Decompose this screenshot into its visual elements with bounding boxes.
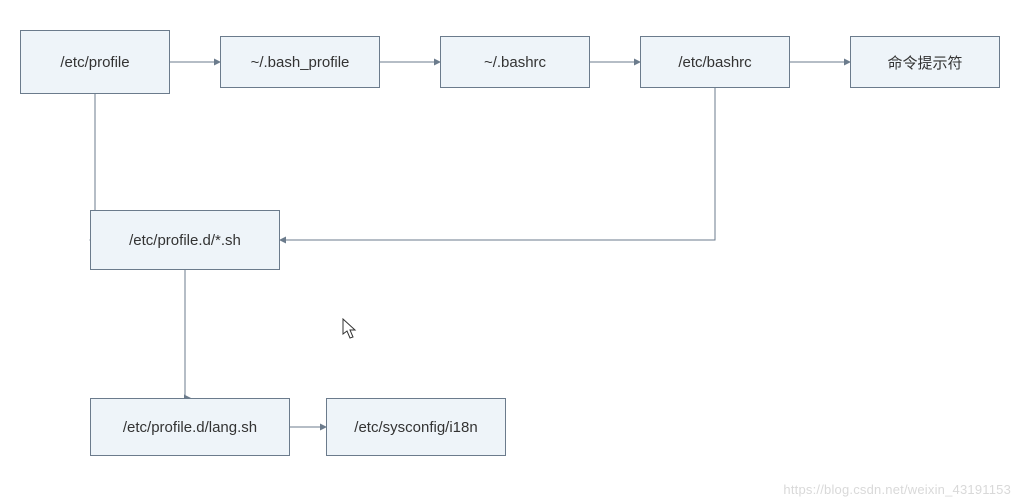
node-label: /etc/profile <box>60 54 129 71</box>
node-etc-bashrc: /etc/bashrc <box>640 36 790 88</box>
node-prompt: 命令提示符 <box>850 36 1000 88</box>
node-bash-profile: ~/.bash_profile <box>220 36 380 88</box>
node-label: ~/.bash_profile <box>251 54 350 71</box>
node-profile-d-sh: /etc/profile.d/*.sh <box>90 210 280 270</box>
edge-profile_d_sh-to-profile_d_lang <box>185 270 190 398</box>
node-sysconfig-i18n: /etc/sysconfig/i18n <box>326 398 506 456</box>
node-label: /etc/profile.d/*.sh <box>129 232 241 249</box>
node-label: /etc/sysconfig/i18n <box>354 419 477 436</box>
node-label: /etc/profile.d/lang.sh <box>123 419 257 436</box>
node-etc-profile: /etc/profile <box>20 30 170 94</box>
cursor-icon <box>342 318 358 340</box>
node-label: /etc/bashrc <box>678 54 751 71</box>
watermark: https://blog.csdn.net/weixin_43191153 <box>783 482 1011 497</box>
node-bashrc: ~/.bashrc <box>440 36 590 88</box>
node-label: ~/.bashrc <box>484 54 546 71</box>
edge-etc_bashrc-to-profile_d_sh <box>280 88 715 240</box>
node-profile-d-lang: /etc/profile.d/lang.sh <box>90 398 290 456</box>
node-label: 命令提示符 <box>887 52 962 73</box>
